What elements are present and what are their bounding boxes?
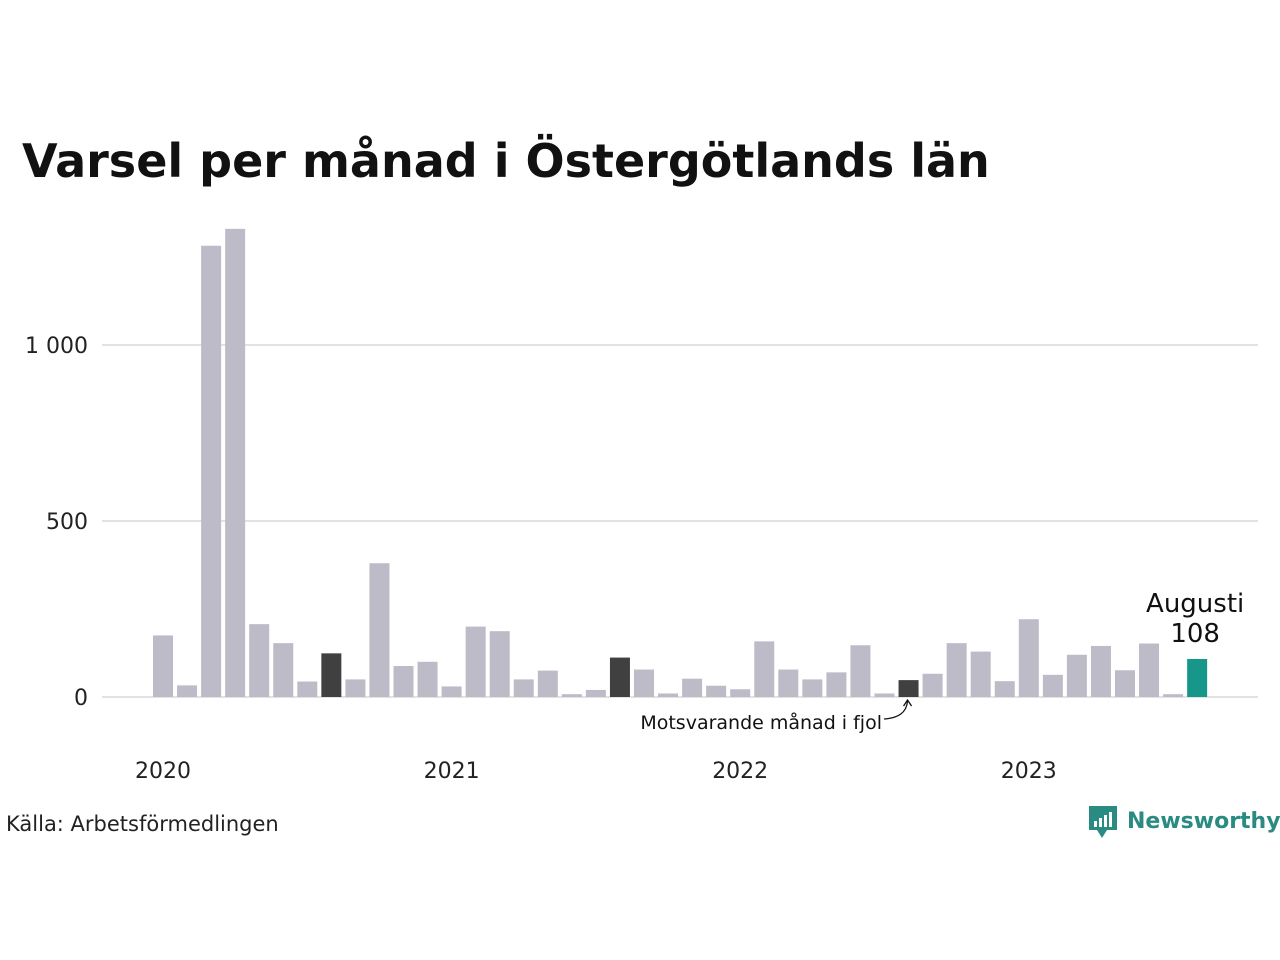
same-month-annotation: Motsvarande månad i fjol [640,711,882,734]
gridlines [102,344,1258,698]
annotation-arrowhead [903,698,913,707]
bar-2023-01 [1018,619,1039,697]
bar-2020-11 [393,666,414,697]
brand-name: Newsworthy [1127,809,1280,834]
bar-2022-03 [778,669,799,697]
x-tick-label: 2020 [135,759,191,784]
bar-2020-05 [249,624,270,697]
bar-2020-10 [369,563,390,697]
bar-2021-06 [561,694,582,697]
current-value-label: 108 [1170,619,1220,649]
bar-2020-03 [201,245,222,697]
bar-2021-11 [682,678,703,697]
chart-title: Varsel per månad i Östergötlands län [22,134,990,188]
bar-2022-07 [874,693,895,697]
bar-2021-03 [489,631,510,697]
bar-2022-09 [922,673,943,697]
source-text: Källa: Arbetsförmedlingen [6,812,279,836]
bar-2022-02 [754,641,775,697]
bar-2021-04 [513,679,534,697]
bar-2022-10 [946,643,967,697]
bar-2022-04 [802,679,823,697]
bar-2022-08 [898,680,919,697]
newsworthy-logo[interactable]: Newsworthy [1089,806,1280,838]
x-tick-label: 2021 [424,759,480,784]
bar-2023-04 [1090,645,1111,697]
bar-2020-07 [297,681,318,697]
current-month-label: Augusti [1146,589,1244,619]
bar-2021-05 [537,670,558,697]
bar-2020-06 [273,643,294,697]
x-tick-label: 2022 [712,759,768,784]
y-tick-label: 500 [46,510,88,535]
bar-2020-04 [225,228,246,697]
bar-2023-07 [1163,694,1184,697]
bar-2023-02 [1042,674,1063,697]
x-tick-label: 2023 [1001,759,1057,784]
bar-2020-08 [321,653,342,697]
bar-2023-05 [1115,670,1135,697]
bar-2022-12 [994,681,1015,697]
y-tick-label: 1 000 [25,334,88,359]
bar-2021-07 [585,689,606,697]
newsworthy-icon [1089,806,1117,838]
bar-2022-06 [850,645,871,697]
bars [153,228,1208,697]
bar-2021-08 [609,657,630,697]
bar-2021-09 [634,669,654,697]
bar-2021-01 [441,686,462,697]
bar-2020-01 [153,635,173,697]
bar-2023-06 [1139,643,1160,697]
bar-2021-02 [465,626,486,697]
bar-2020-12 [417,661,438,697]
bar-2020-09 [345,679,366,697]
x-axis-ticks: 2020 2021 2022 2023 [135,759,1057,784]
bar-2022-11 [970,651,991,697]
bar-2022-01 [730,689,751,697]
bar-2021-10 [658,693,679,697]
bar-2023-08 [1187,658,1208,697]
bar-2021-12 [706,685,727,697]
bar-2023-03 [1066,654,1087,697]
y-axis-ticks: 0 500 1 000 [25,334,88,711]
y-tick-label: 0 [74,686,88,711]
bar-2022-05 [826,672,847,697]
annotation-arrow [883,700,909,720]
bar-2020-02 [177,685,198,697]
